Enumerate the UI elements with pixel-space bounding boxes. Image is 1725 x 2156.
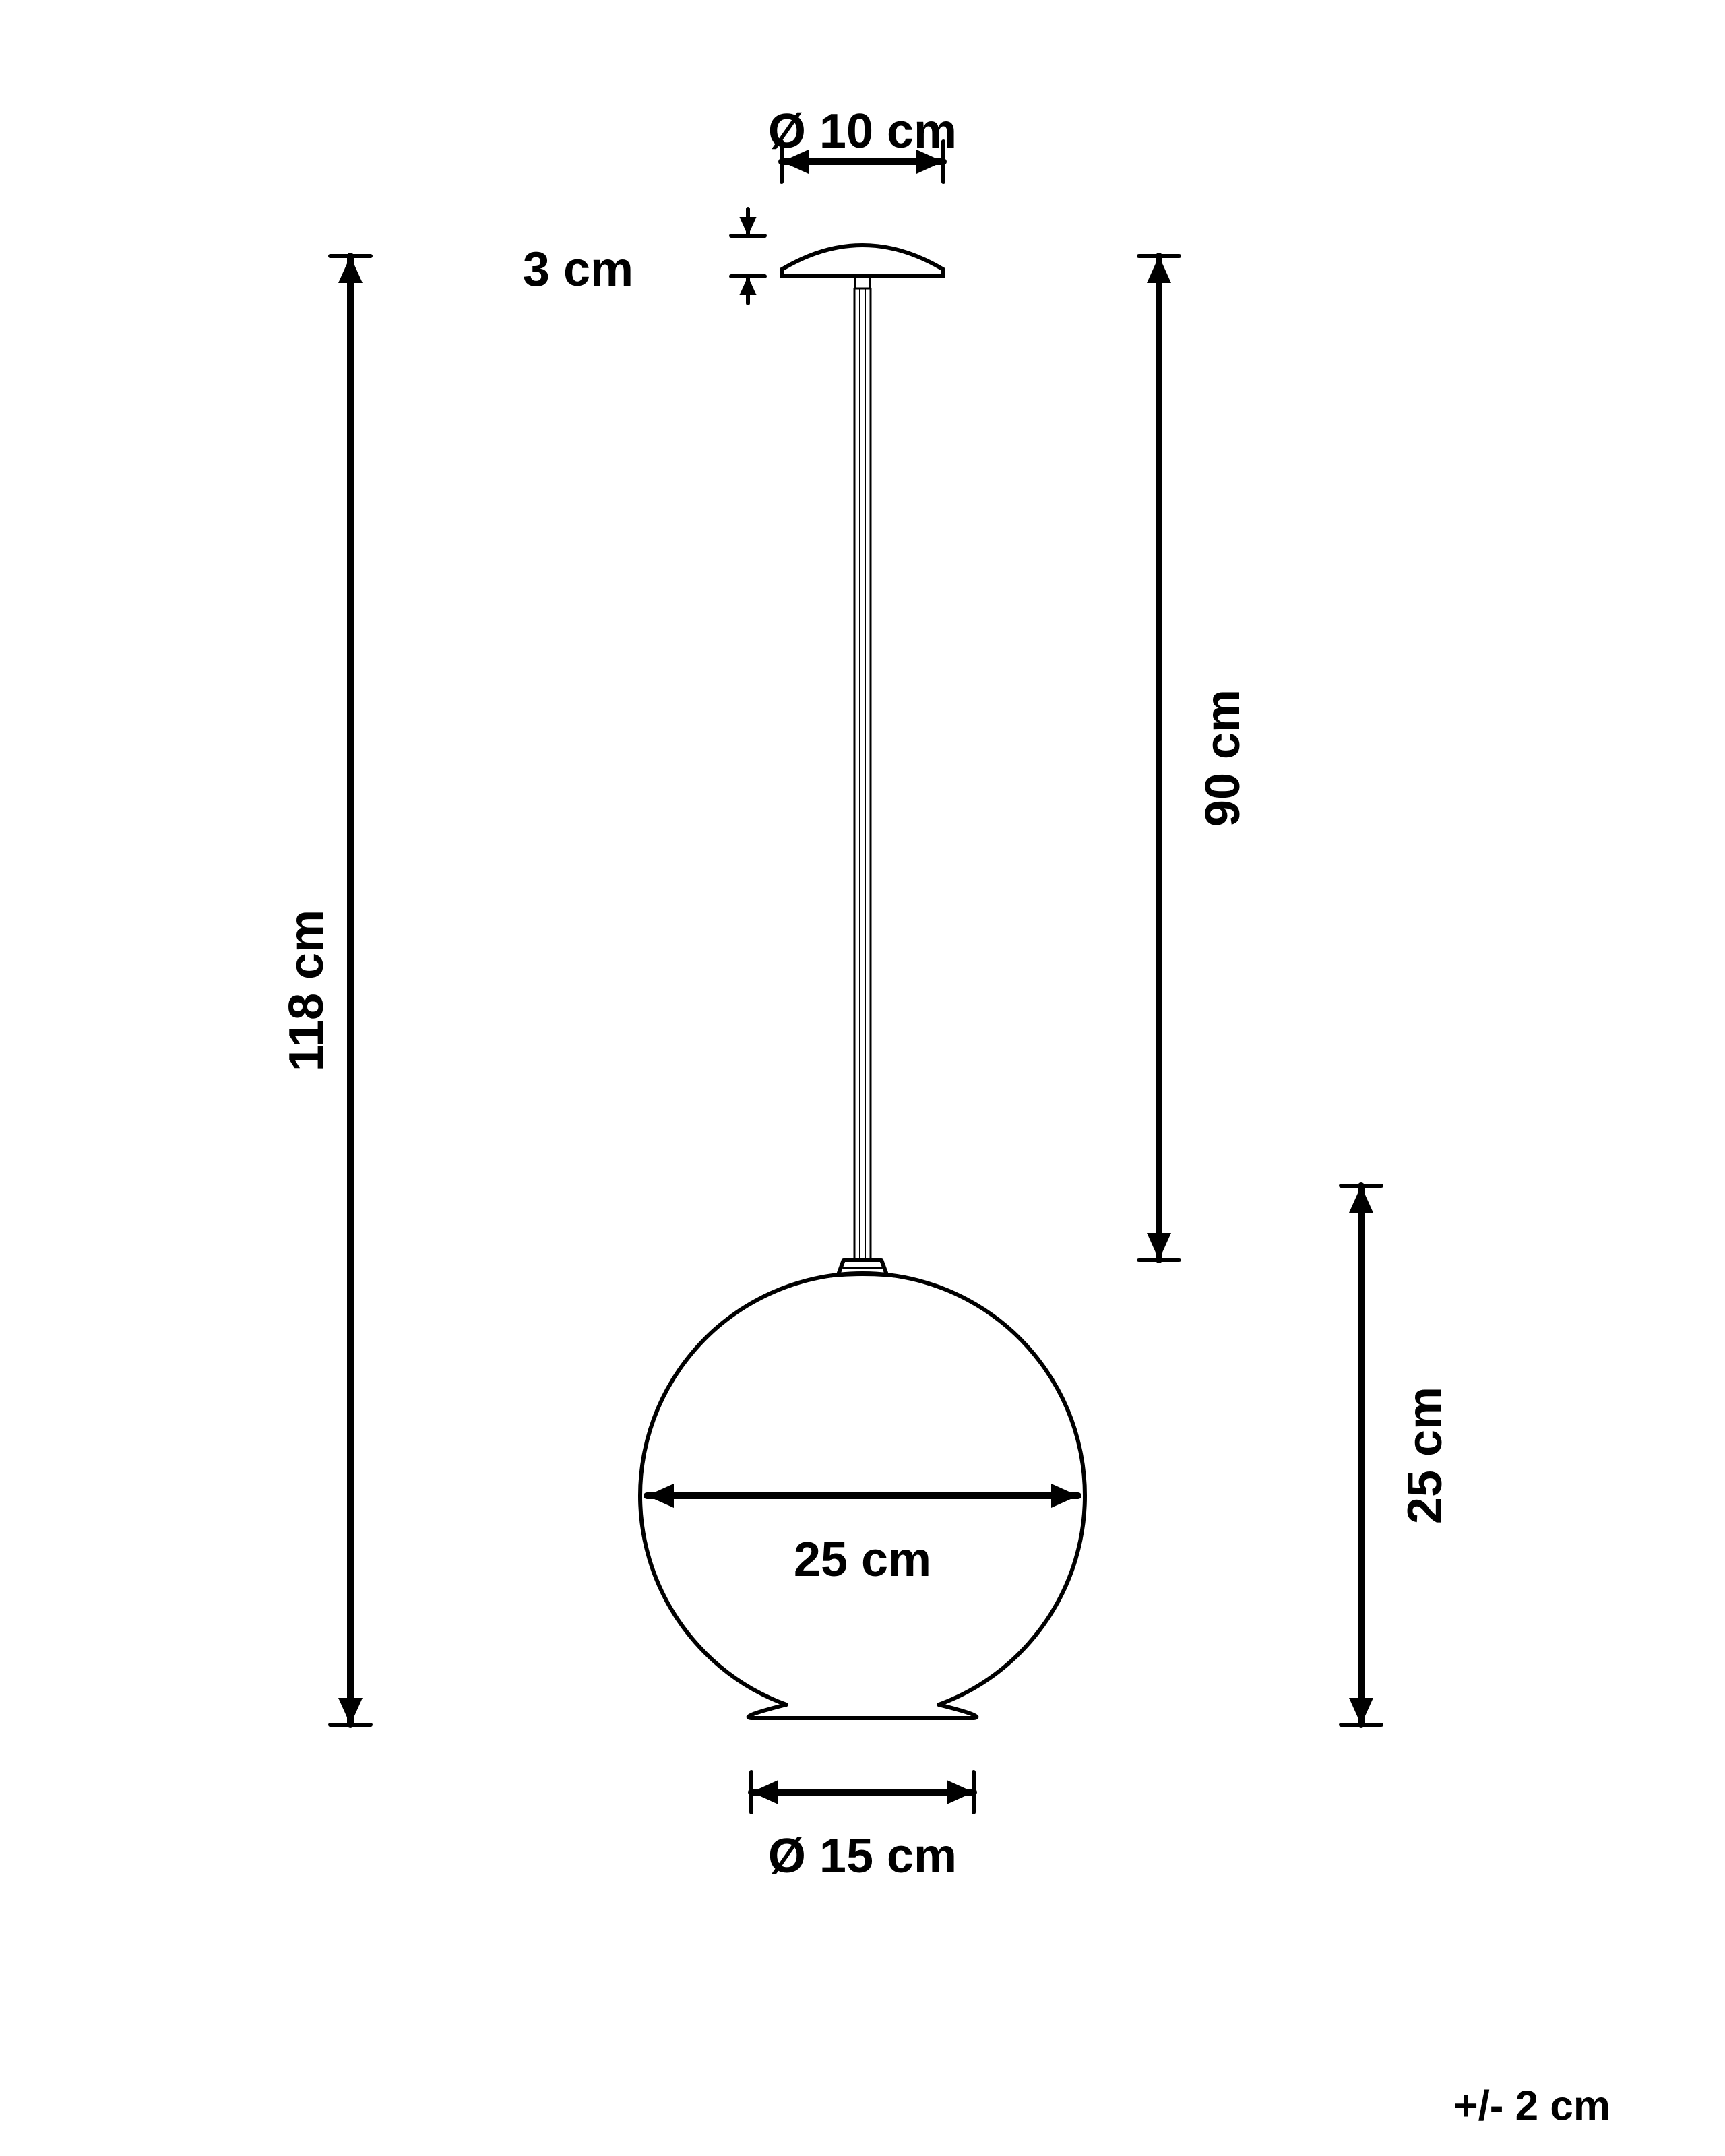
svg-text:+/- 2 cm: +/- 2 cm xyxy=(1453,2083,1610,2129)
svg-text:Ø 15 cm: Ø 15 cm xyxy=(768,1829,957,1883)
svg-text:25 cm: 25 cm xyxy=(1398,1387,1452,1524)
svg-text:118 cm: 118 cm xyxy=(280,910,334,1071)
svg-text:Ø 10 cm: Ø 10 cm xyxy=(768,104,957,158)
svg-text:25 cm: 25 cm xyxy=(794,1533,931,1587)
dimension-diagram: Ø 10 cm 3 cm 118 cm 90 cm 25 cm 25 cm Ø 15 cm +… xyxy=(0,0,1725,2156)
svg-text:3 cm: 3 cm xyxy=(523,243,633,296)
svg-text:90 cm: 90 cm xyxy=(1196,689,1250,827)
